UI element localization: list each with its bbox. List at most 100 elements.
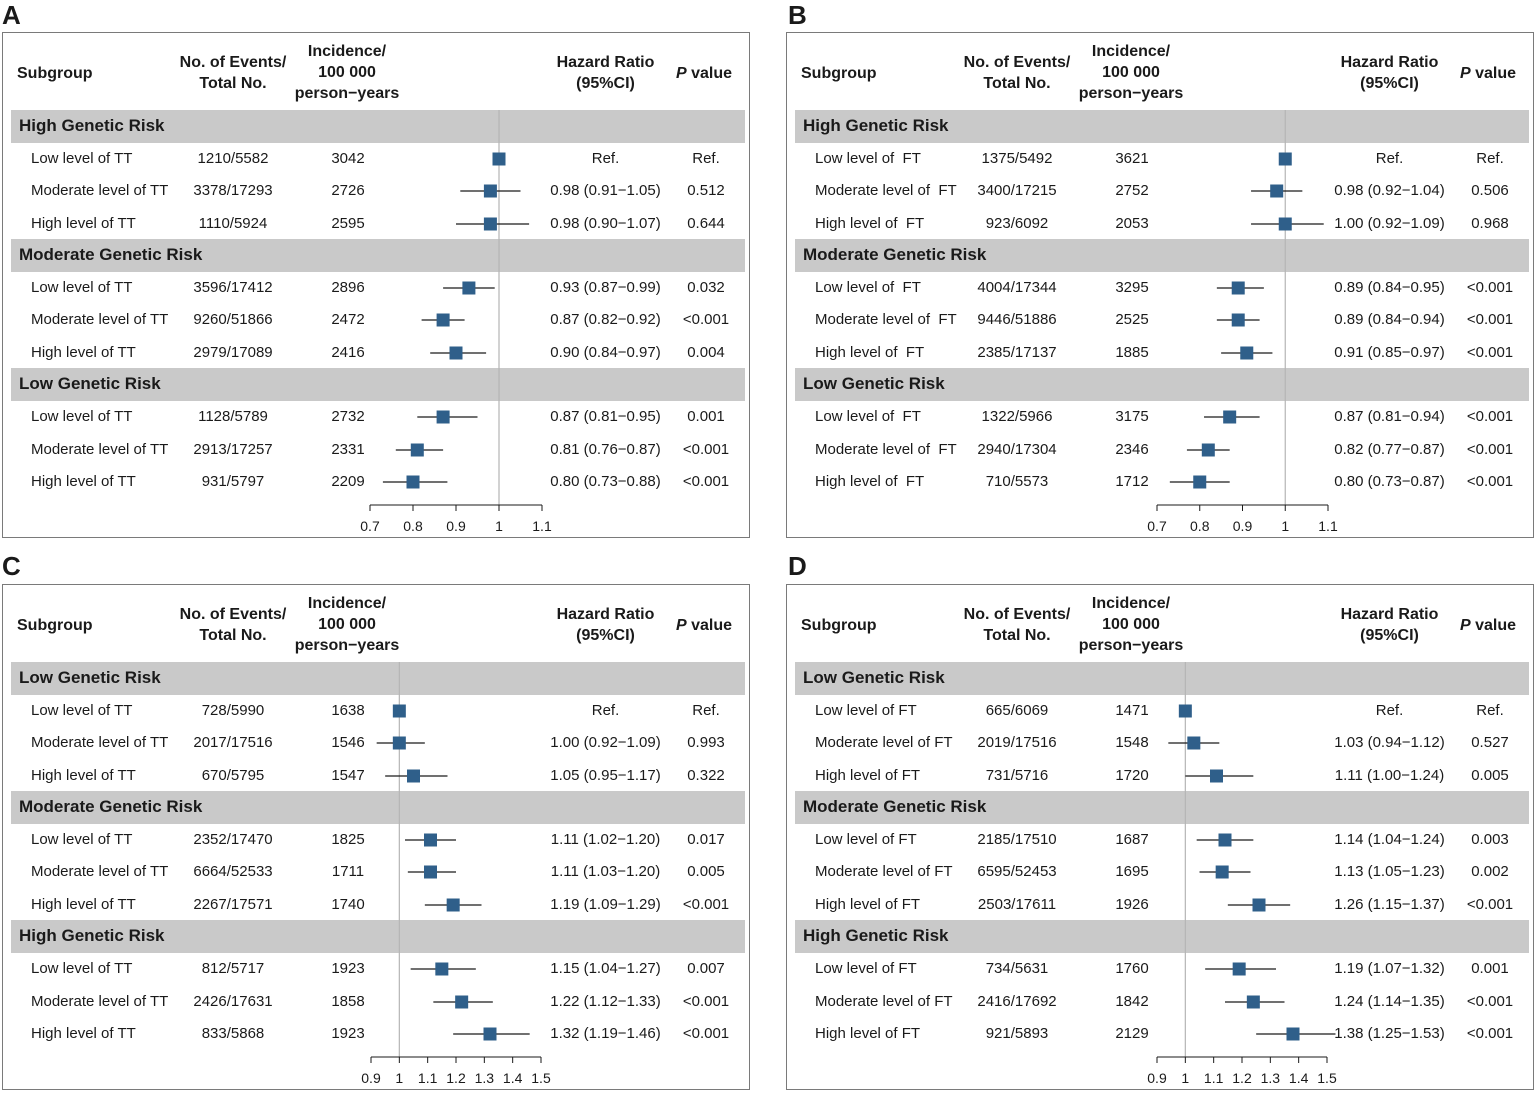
row-label: Low level of TT [31,279,133,296]
hr-marker [1215,865,1229,879]
hr-marker [1231,313,1245,327]
forest-panel-a: Subgroup No. of Events/Total No. Incidence… [2,32,750,538]
row-p-value: 0.007 [687,960,725,977]
row-hazard-ratio: 1.13 (1.05−1.23) [1334,863,1445,880]
x-tick-label: 0.8 [1190,518,1210,534]
row-events: 931/5797 [201,473,265,490]
row-hazard-ratio: 1.11 (1.03−1.20) [550,863,661,880]
hr-marker [1210,769,1223,783]
row-p-value: <0.001 [682,441,730,458]
x-tick-label: 1.3 [1261,1070,1281,1086]
row-events: 9446/51886 [977,311,1057,328]
row-incidence: 2331 [331,441,365,458]
row-events: 3596/17412 [193,279,273,296]
row-incidence: 1885 [1115,344,1149,361]
row-incidence: 2472 [331,311,365,328]
row-hazard-ratio: 1.24 (1.14−1.35) [1334,993,1445,1010]
header-events-line1: No. of Events/ [963,54,1071,71]
hr-marker [424,833,437,847]
x-tick-label: 0.9 [1147,1070,1167,1086]
row-events: 2267/17571 [193,896,273,913]
row-events: 731/5716 [985,767,1049,784]
row-events: 1375/5492 [981,150,1053,167]
x-tick-label: 1 [1281,518,1289,534]
row-p-value: 0.005 [1471,767,1509,784]
hr-marker [462,281,476,295]
header-p-italic: P [675,617,687,634]
hr-marker [410,443,424,457]
row-incidence: 2053 [1115,215,1149,232]
row-events: 1322/5966 [981,408,1053,425]
row-hazard-ratio: 0.98 (0.90−1.07) [550,215,661,232]
row-label: High level of TT [31,344,136,361]
x-tick-label: 1.4 [1289,1070,1309,1086]
row-events: 833/5868 [201,1025,265,1042]
hr-marker [1231,281,1245,295]
row-incidence: 1712 [1115,473,1149,490]
row-events: 2913/17257 [193,441,273,458]
row-incidence: 1548 [1115,734,1149,751]
row-incidence: 1547 [331,767,365,784]
row-incidence: 1858 [331,993,365,1010]
group-title: Low Genetic Risk [803,374,945,393]
header-incidence-line2: 100 000 [318,616,376,633]
row-label: High level of TT [31,215,136,232]
forest-panel-c: Subgroup No. of Events/Total No. Incidence… [2,584,750,1090]
row-hazard-ratio: 0.89 (0.84−0.94) [1334,311,1445,328]
header-incidence-line3: person−years [294,85,400,102]
header-subgroup: Subgroup [17,65,93,82]
row-incidence: 2209 [331,473,365,490]
row-hazard-ratio: 1.11 (1.02−1.20) [550,831,661,848]
header-p-value: P value [1449,63,1527,84]
row-p-value: 0.512 [687,182,725,199]
header-subgroup: Subgroup [801,65,877,82]
row-hazard-ratio: 0.80 (0.73−0.88) [550,473,661,490]
row-hazard-ratio: Ref. [1375,702,1404,719]
header-events-line1: No. of Events/ [179,606,287,623]
row-label: High level of FT [815,473,925,490]
x-tick-label: 1.1 [1204,1070,1224,1086]
group-band: Moderate Genetic Risk [11,239,745,272]
header-p-value: P value [665,63,743,84]
row-p-value: <0.001 [1466,408,1514,425]
header-events: No. of Events/Total No. [153,52,313,94]
row-p-value: 0.001 [1471,960,1509,977]
row-label: Low level of FT [815,279,921,296]
row-hazard-ratio: 1.19 (1.07−1.32) [1334,960,1445,977]
hr-marker [1278,217,1292,231]
row-label: Moderate level of FT [815,311,957,328]
row-incidence: 2752 [1115,182,1149,199]
row-label: Moderate level of FT [815,441,957,458]
row-incidence: 2896 [331,279,365,296]
row-p-value: 0.322 [687,767,725,784]
group-band: High Genetic Risk [11,110,745,143]
header-incidence-line1: Incidence/ [1091,595,1171,612]
row-p-value: <0.001 [1466,993,1514,1010]
row-p-value: <0.001 [682,311,730,328]
row-events: 1110/5924 [198,215,268,232]
hr-marker [435,962,449,976]
header-events-line1: No. of Events/ [963,606,1071,623]
x-tick-label: 1.2 [446,1070,466,1086]
row-hazard-ratio: 1.05 (0.95−1.17) [550,767,661,784]
hr-marker [1193,475,1207,489]
row-label: Low level of TT [31,960,133,977]
row-incidence: 2525 [1115,311,1149,328]
hr-marker [1240,346,1254,360]
row-p-value: 0.993 [687,734,725,751]
group-title: High Genetic Risk [803,116,949,135]
row-p-value: 0.506 [1471,182,1509,199]
hr-marker [392,736,406,750]
group-band: Low Genetic Risk [795,662,1529,695]
row-label: Moderate level of FT [815,863,953,880]
forest-panel-d: Subgroup No. of Events/Total No. Incidence… [786,584,1534,1090]
row-p-value: <0.001 [682,896,730,913]
row-label: Low level of FT [815,831,917,848]
forest-panel-b: Subgroup No. of Events/Total No. Incidence… [786,32,1534,538]
x-tick-label: 0.9 [446,518,466,534]
group-band: Low Genetic Risk [11,662,745,695]
x-tick-label: 0.7 [1147,518,1167,534]
row-label: High level of TT [31,1025,136,1042]
header-hr-line1: Hazard Ratio [1340,606,1439,623]
row-hazard-ratio: 0.98 (0.91−1.05) [550,182,661,199]
